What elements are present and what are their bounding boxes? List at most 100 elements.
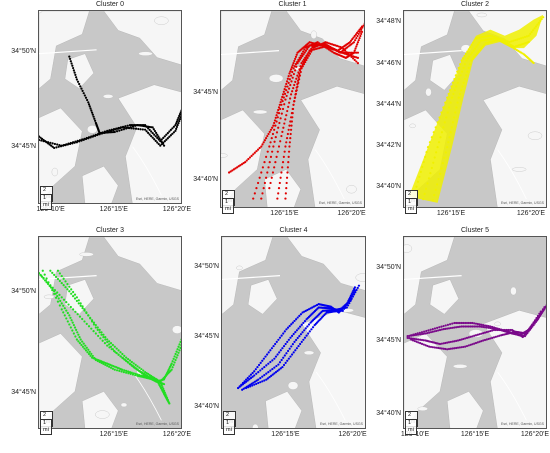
track-point xyxy=(102,336,105,339)
track-point xyxy=(302,338,305,341)
track-point xyxy=(447,341,451,344)
map-attribution: Esri, HERE, Garmin, USGS xyxy=(501,422,544,426)
track-point xyxy=(42,139,45,143)
track-point xyxy=(276,197,279,200)
track-point xyxy=(73,293,77,296)
track-point xyxy=(293,83,296,87)
track-point xyxy=(73,71,76,74)
track-point xyxy=(117,353,120,356)
y-tick-label: 34°40'N xyxy=(194,402,219,410)
track-point xyxy=(106,338,109,341)
track-point xyxy=(163,140,166,143)
track-point xyxy=(302,58,306,61)
track-point xyxy=(152,128,155,131)
track-point xyxy=(144,128,147,131)
track-point xyxy=(456,101,459,104)
track-point xyxy=(294,63,298,66)
track-point xyxy=(345,306,348,309)
track-point xyxy=(148,128,151,132)
track-point xyxy=(60,296,63,299)
track-point xyxy=(60,308,63,311)
track-point xyxy=(534,319,537,322)
track-point xyxy=(281,166,284,169)
track-point xyxy=(291,116,294,119)
track-point xyxy=(72,295,75,298)
track-point xyxy=(417,341,420,344)
track-point xyxy=(453,77,456,81)
track-point xyxy=(296,62,299,65)
track-point xyxy=(439,136,442,139)
track-point xyxy=(451,347,454,350)
track-point xyxy=(117,126,120,130)
track-point xyxy=(296,74,299,77)
track-point xyxy=(57,297,60,300)
track-point xyxy=(429,345,433,349)
y-tick-label: 34°48'N xyxy=(376,18,401,26)
track-point xyxy=(94,332,97,335)
track-point xyxy=(65,317,68,320)
track-point xyxy=(113,368,116,371)
track-point xyxy=(282,155,285,158)
track-point xyxy=(280,103,283,106)
track-point xyxy=(102,362,105,365)
track-point xyxy=(285,114,288,117)
track-point xyxy=(260,197,263,200)
track-point xyxy=(259,381,262,384)
track-point xyxy=(84,96,88,99)
track-point xyxy=(422,343,425,346)
track-point xyxy=(90,327,93,330)
track-point xyxy=(75,78,78,81)
track-point xyxy=(284,85,287,88)
track-point xyxy=(83,137,86,140)
track-point xyxy=(298,314,301,317)
track-point xyxy=(111,343,114,347)
track-point xyxy=(280,334,283,337)
track-point xyxy=(137,127,140,131)
track-point xyxy=(273,357,276,360)
x-tick-label: 126°15'E xyxy=(270,210,299,217)
track-point xyxy=(282,344,286,348)
track-point xyxy=(140,368,143,371)
track-point xyxy=(261,375,264,378)
track-point xyxy=(104,338,107,341)
track-point xyxy=(176,348,179,351)
track-point xyxy=(98,360,101,364)
track-point xyxy=(234,167,237,170)
track-point xyxy=(459,63,462,66)
track-point xyxy=(478,41,481,44)
track-point xyxy=(289,137,292,140)
track-point xyxy=(471,57,474,60)
track-point xyxy=(261,143,264,146)
track-point xyxy=(363,22,364,25)
track-point xyxy=(92,115,95,118)
track-1 xyxy=(422,37,535,201)
track-point xyxy=(252,197,255,200)
track-point xyxy=(83,94,86,97)
track-point xyxy=(283,103,286,106)
track-point xyxy=(446,341,449,344)
track-point xyxy=(89,317,92,320)
track-point xyxy=(450,126,453,129)
track-point xyxy=(181,112,182,114)
track-point xyxy=(80,87,83,90)
track-point xyxy=(436,146,439,149)
track-point xyxy=(480,323,483,326)
track-point xyxy=(276,116,279,119)
y-tick-label: 34°45'N xyxy=(193,89,218,97)
track-point xyxy=(545,304,546,307)
track-point xyxy=(462,66,465,70)
track-point xyxy=(286,85,289,88)
track-point xyxy=(283,92,287,95)
scale-mi: 1 mi xyxy=(222,198,234,214)
track-point xyxy=(455,321,458,325)
track-point xyxy=(308,44,311,47)
track-2 xyxy=(68,55,166,147)
track-point xyxy=(464,325,467,328)
track-point xyxy=(53,273,56,276)
track-point xyxy=(431,346,434,349)
track-point xyxy=(77,302,80,305)
track-point xyxy=(302,321,305,325)
track-point xyxy=(110,128,113,131)
track-point xyxy=(273,166,276,169)
track-point xyxy=(51,145,54,148)
